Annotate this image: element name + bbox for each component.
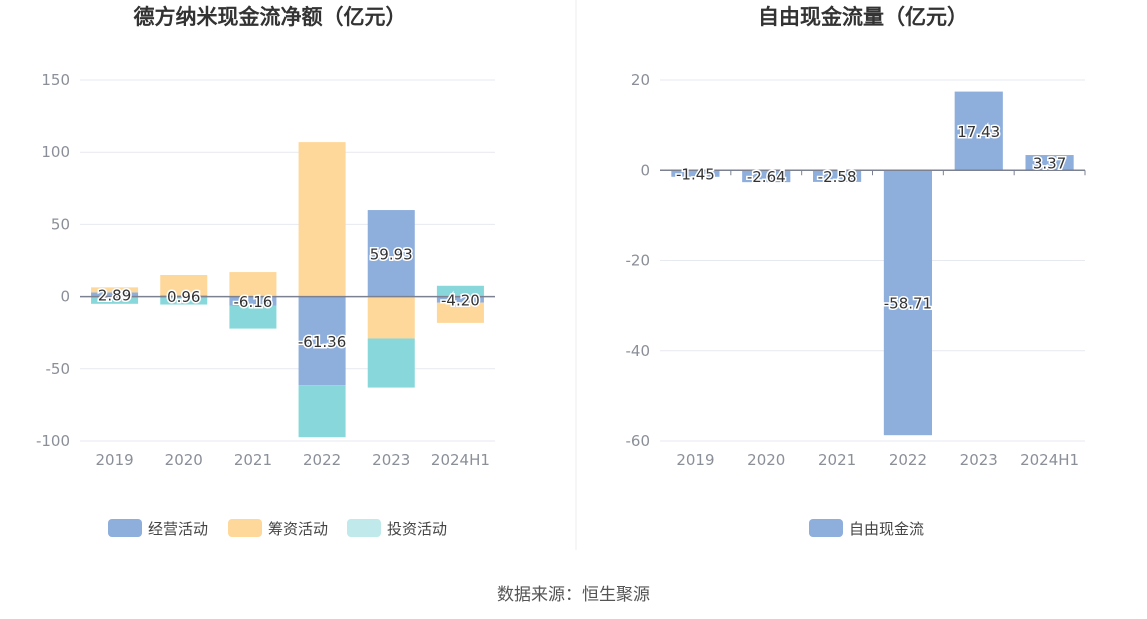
bar-financing (298, 142, 346, 297)
data-label: -4.20 (441, 292, 480, 310)
bar-free-cash-flow (954, 91, 1003, 171)
data-label: -2.64 (747, 168, 786, 186)
bar-operating (367, 210, 415, 297)
data-label: 0.96 (167, 288, 200, 306)
bar-operating (436, 296, 484, 303)
y-tick-label: -40 (626, 342, 651, 360)
y-tick-label: 100 (41, 143, 70, 161)
bar-financing (160, 274, 208, 296)
bar-operating (91, 292, 139, 297)
source-note: 数据来源：恒生聚源 (497, 585, 650, 605)
bar-investing (229, 305, 277, 329)
bar-free-cash-flow (883, 170, 932, 436)
data-label: 59.93 (370, 245, 413, 263)
y-tick-label: -20 (626, 252, 651, 270)
x-tick-label: 2019 (676, 451, 714, 469)
x-tick-label: 2023 (372, 451, 410, 469)
bar-investing (160, 296, 208, 305)
x-tick-label: 2021 (234, 451, 272, 469)
legend-swatch (809, 519, 843, 537)
y-tick-label: 150 (41, 71, 70, 89)
bar-investing (91, 296, 139, 304)
bar-investing (436, 285, 484, 297)
legend-swatch (108, 519, 142, 537)
legend-swatch (347, 519, 381, 537)
bar-investing (298, 385, 346, 438)
cash-flow-net-chart: 德方纳米现金流净额（亿元） 150 100 50 0 -50 -100 2019 2020 202… (36, 5, 495, 538)
data-label: 17.43 (957, 123, 1000, 141)
x-tick-label: 2023 (960, 451, 998, 469)
chart-title: 德方纳米现金流净额（亿元） (134, 5, 407, 29)
legend-label: 投资活动 (387, 520, 447, 538)
x-tick-label: 2020 (747, 451, 785, 469)
legend-label: 自由现金流 (849, 520, 924, 538)
y-tick-label: 0 (640, 161, 650, 179)
data-label: -58.71 (884, 295, 932, 313)
legend-label: 筹资活动 (268, 520, 328, 538)
x-tick-label: 2021 (818, 451, 856, 469)
x-tick-label: 2024H1 (431, 451, 490, 469)
bar-free-cash-flow (1025, 155, 1074, 171)
data-label: 3.37 (1033, 155, 1066, 173)
data-label: -2.58 (818, 168, 857, 186)
bar-investing (367, 338, 415, 388)
x-tick-label: 2022 (303, 451, 341, 469)
y-tick-label: -100 (36, 432, 70, 450)
free-cash-flow-chart: 自由现金流量（亿元） 20 0 -20 -40 -60 2019 2020 2021 2022 20… (626, 5, 1086, 538)
x-tick-label: 2020 (165, 451, 203, 469)
bar-free-cash-flow (742, 170, 791, 183)
y-tick-label: 20 (631, 71, 650, 89)
data-label: -1.45 (676, 166, 715, 184)
bar-financing (91, 287, 139, 293)
data-label: -61.36 (298, 333, 346, 351)
bar-financing (436, 302, 484, 323)
x-tick-label: 2019 (95, 451, 133, 469)
data-label: 2.89 (98, 287, 131, 305)
legend-label: 经营活动 (148, 520, 208, 538)
y-tick-label: 0 (60, 288, 70, 306)
chart-title: 自由现金流量（亿元） (758, 5, 968, 29)
y-tick-label: -60 (626, 432, 651, 450)
bar-operating (298, 296, 346, 386)
bar-operating (229, 296, 277, 306)
bar-financing (367, 296, 415, 339)
bar-free-cash-flow (813, 170, 862, 182)
bar-financing (229, 272, 277, 297)
x-tick-label: 2022 (889, 451, 927, 469)
y-tick-label: -50 (46, 360, 71, 378)
x-tick-label: 2024H1 (1020, 451, 1079, 469)
data-label: -6.16 (234, 293, 273, 311)
legend-swatch (228, 519, 262, 537)
bar-free-cash-flow (671, 170, 720, 177)
y-tick-label: 50 (51, 215, 70, 233)
